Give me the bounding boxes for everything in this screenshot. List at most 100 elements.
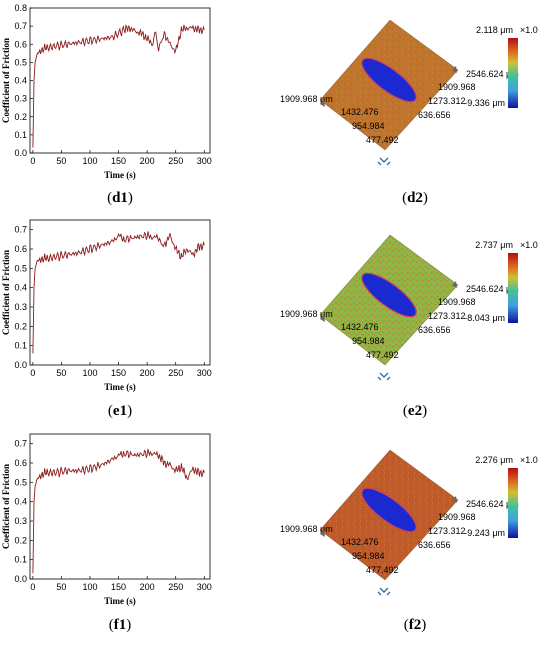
color-scale-min: -8.043 μm — [464, 313, 505, 323]
axis-arrow-icon — [452, 66, 457, 73]
surface-f-svg: 1909.968 μm 1432.476 954.984 477.492 2546.62… — [280, 450, 538, 596]
surface-y-tick: 2546.624 μm — [466, 284, 519, 294]
surface-y-tick: 1909.968 — [438, 512, 476, 522]
axis-arrow-icon — [320, 100, 325, 107]
color-scale-max: 2.118 μm — [476, 25, 513, 35]
surface-x-tick: 954.984 — [352, 121, 385, 131]
x-tick-label: 300 — [197, 582, 212, 592]
x-tick-label: 50 — [56, 368, 66, 378]
color-scale-bar — [508, 253, 518, 323]
surface-x-tick: 1909.968 μm — [280, 309, 333, 319]
surface-d-svg: 1909.968 μm 1432.476 954.984 477.492 2546.62… — [280, 20, 538, 166]
y-axis-label: Coefficient of Friction — [1, 464, 11, 549]
x-tick-label: 200 — [140, 582, 155, 592]
x-tick-label: 150 — [111, 368, 126, 378]
surface-x-tick: 1909.968 μm — [280, 524, 333, 534]
x-tick-label: 150 — [111, 156, 126, 166]
cof-series-line — [32, 24, 205, 148]
x-tick-label: 100 — [82, 582, 97, 592]
y-tick-label: 0.1 — [14, 341, 27, 351]
orientation-icon — [377, 157, 391, 166]
surface-x-tick: 954.984 — [352, 336, 385, 346]
surface-y-tick: 636.656 — [418, 540, 451, 550]
chart-d1: 0 50 100 150 200 250 300 0.0 0.1 0.2 0.3 0.4 0.5 0.6 0… — [0, 0, 215, 185]
y-tick-label: 0.0 — [14, 574, 27, 584]
color-scale-factor: ×1.0 — [520, 25, 538, 35]
x-tick-label: 300 — [197, 156, 212, 166]
x-tick-label: 150 — [111, 582, 126, 592]
y-tick-label: 0.6 — [14, 458, 27, 468]
y-tick-label: 0.0 — [14, 360, 27, 370]
y-tick-label: 0.7 — [14, 439, 27, 449]
caption-f2: (f2) — [403, 617, 427, 633]
surface-y-tick: 2546.624 μm — [466, 499, 519, 509]
y-tick-label: 0.4 — [14, 497, 27, 507]
y-tick-label: 0.3 — [14, 516, 27, 526]
cof-series-line — [32, 231, 205, 354]
chart-f1: 0 50 100 150 200 250 300 0.0 0.1 0.2 0.3 0.4 0.5 0.6 0… — [0, 426, 215, 611]
surface-y-tick: 1273.312 — [428, 96, 466, 106]
plot-frame — [29, 219, 211, 366]
color-scale-bar — [508, 468, 518, 538]
y-tick-label: 0.7 — [14, 225, 27, 235]
y-axis-label: Coefficient of Friction — [1, 38, 11, 123]
surface-e-svg: 1909.968 μm 1432.476 954.984 477.492 2546.62… — [280, 235, 538, 381]
x-axis-label: Time (s) — [104, 170, 136, 180]
surface-x-tick: 477.492 — [366, 135, 399, 145]
y-tick-label: 0.3 — [14, 94, 27, 104]
wear-track — [361, 57, 417, 103]
axis-arrow-icon — [452, 281, 457, 288]
surface-x-tick: 1432.476 — [341, 537, 379, 547]
wear-track — [361, 487, 417, 533]
x-tick-label: 0 — [30, 156, 35, 166]
x-tick-label: 250 — [168, 156, 183, 166]
surface-x-tick: 1432.476 — [341, 107, 379, 117]
caption-e2: (e2) — [402, 403, 428, 419]
y-tick-label: 0.3 — [14, 302, 27, 312]
x-tick-label: 200 — [140, 368, 155, 378]
y-tick-label: 0.1 — [14, 555, 27, 565]
y-tick-label: 0.4 — [14, 76, 27, 86]
orientation-icon — [377, 372, 391, 381]
surface-x-tick: 477.492 — [366, 565, 399, 575]
color-scale-max: 2.737 μm — [475, 240, 513, 250]
x-tick-label: 100 — [82, 368, 97, 378]
wear-track — [361, 272, 417, 318]
color-scale-factor: ×1.0 — [520, 240, 538, 250]
surface-y-tick: 1909.968 — [438, 297, 476, 307]
y-tick-label: 0.1 — [14, 130, 27, 140]
chart-d-svg: 0 50 100 150 200 250 300 0.0 0.1 0.2 0.3 0.4 0.5 0.6 0… — [1, 3, 212, 180]
y-tick-label: 0.2 — [14, 321, 27, 331]
x-tick-label: 250 — [168, 368, 183, 378]
axis-arrow-icon — [320, 315, 325, 322]
caption-d2: (d2) — [402, 190, 428, 206]
surface-f2: 1909.968 μm 1432.476 954.984 477.492 2546.62… — [280, 450, 550, 645]
y-tick-label: 0.6 — [14, 39, 27, 49]
surface-x-tick: 477.492 — [366, 350, 399, 360]
y-axis-label: Coefficient of Friction — [1, 250, 11, 335]
chart-e-svg: 0 50 100 150 200 250 300 0.0 0.1 0.2 0.3 0.4 0.5 0.6 0… — [1, 219, 212, 392]
cof-series-line — [32, 448, 205, 574]
surface-y-tick: 1909.968 — [438, 82, 476, 92]
x-tick-label: 0 — [30, 582, 35, 592]
surface-x-tick: 954.984 — [352, 551, 385, 561]
y-tick-label: 0.5 — [14, 477, 27, 487]
x-axis-label: Time (s) — [104, 382, 136, 392]
y-tick-label: 0.5 — [14, 263, 27, 273]
surface-y-tick: 636.656 — [418, 325, 451, 335]
surface-d2: 1909.968 μm 1432.476 954.984 477.492 2546.62… — [280, 20, 550, 215]
axis-arrow-icon — [452, 496, 457, 503]
caption-d1: (d1) — [107, 190, 133, 206]
color-scale-min: -9.243 μm — [464, 528, 505, 538]
surface-e2: 1909.968 μm 1432.476 954.984 477.492 2546.62… — [280, 235, 550, 430]
y-tick-label: 0.7 — [14, 21, 27, 31]
x-tick-label: 100 — [82, 156, 97, 166]
x-tick-label: 250 — [168, 582, 183, 592]
surface-y-tick: 1273.312 — [428, 311, 466, 321]
orientation-icon — [377, 587, 391, 596]
y-tick-label: 0.2 — [14, 112, 27, 122]
x-tick-label: 300 — [197, 368, 212, 378]
surface-y-tick: 636.656 — [418, 110, 451, 120]
y-tick-label: 0.5 — [14, 57, 27, 67]
y-tick-label: 0.2 — [14, 535, 27, 545]
